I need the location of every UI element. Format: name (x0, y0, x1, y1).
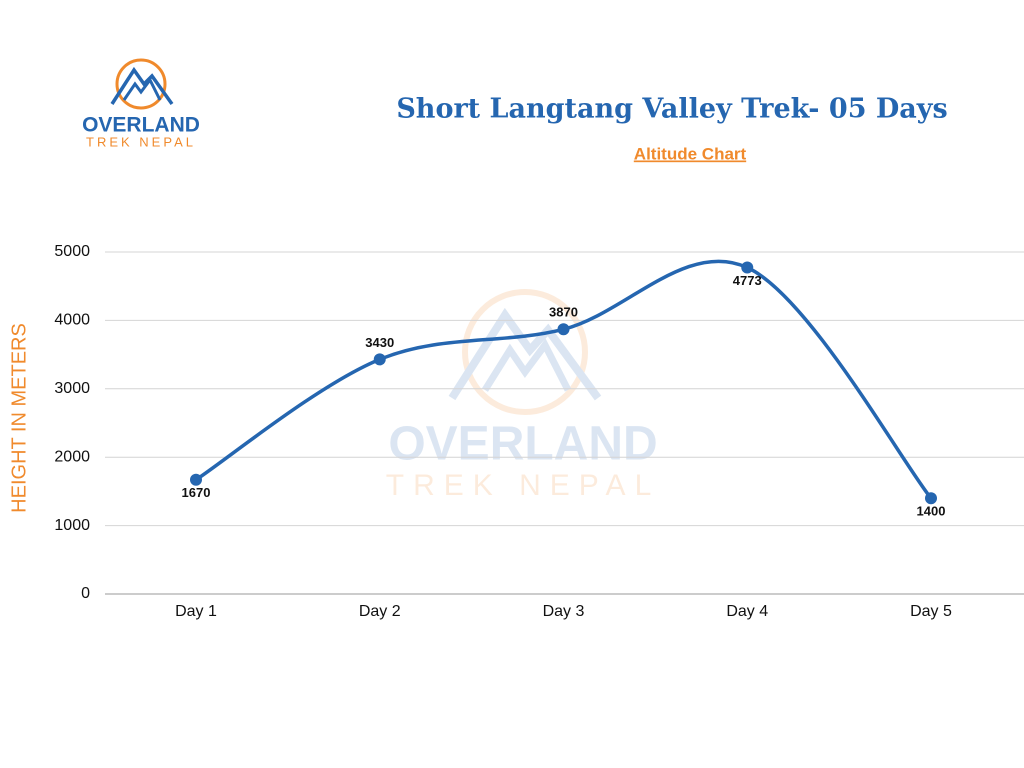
y-tick-label: 4000 (54, 312, 90, 329)
watermark-ring (462, 289, 588, 415)
y-tick-label: 5000 (54, 243, 90, 260)
logo-ring (115, 58, 167, 110)
point (741, 261, 754, 274)
watermark: OVERLAND TREK NEPAL (386, 289, 661, 502)
point (557, 323, 570, 336)
y-tick-label: 0 (81, 585, 90, 602)
value-label: 3430 (365, 335, 394, 350)
value-label: 1670 (182, 485, 211, 500)
x-tick-label: Day 2 (359, 603, 401, 620)
value-label: 4773 (733, 273, 762, 288)
logo: OVERLAND TREK NEPAL (82, 58, 200, 149)
logo-mountain (110, 66, 174, 106)
point (190, 473, 202, 486)
watermark-mountain (448, 307, 602, 401)
line (195, 259, 933, 500)
watermark-name: OVERLAND (388, 418, 657, 471)
chart-title: Short Langtang Valley Trek- 05 Days (396, 94, 947, 125)
y-tick-label: 3000 (54, 380, 90, 397)
logo-tagline: TREK NEPAL (86, 134, 196, 149)
x-tick-label: Day 5 (910, 603, 952, 620)
point (925, 492, 937, 505)
logo-name: OVERLAND (82, 114, 200, 137)
value-label: 1400 (917, 504, 946, 519)
x-tick-label: Day 1 (175, 603, 217, 620)
logo-mountain (122, 77, 162, 101)
watermark-mountain (482, 338, 572, 392)
value-label: 3870 (549, 305, 578, 320)
chart-subtitle: Altitude Chart (634, 144, 747, 163)
x-tick-label: Day 3 (543, 603, 585, 620)
y-axis-title: HEIGHT IN METERS (8, 323, 30, 513)
point (373, 353, 386, 366)
watermark-tagline: TREK NEPAL (386, 469, 661, 502)
y-tick-label: 2000 (54, 448, 90, 465)
x-tick-label: Day 4 (726, 603, 768, 620)
y-tick-label: 1000 (54, 517, 90, 534)
